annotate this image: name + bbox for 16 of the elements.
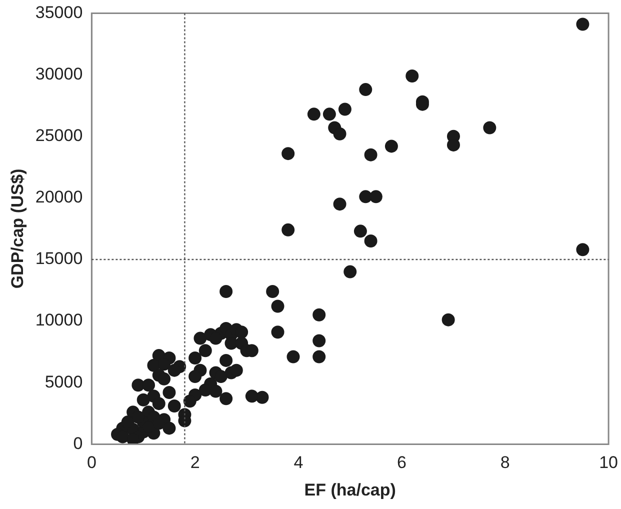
y-axis-title: GDP/cap (US$) (8, 168, 27, 289)
x-tick-label: 0 (86, 453, 96, 472)
y-tick-label: 30000 (35, 64, 83, 84)
y-tick-label: 25000 (35, 126, 83, 146)
x-tick-label: 2 (190, 453, 200, 472)
x-tick-label: 10 (599, 453, 618, 472)
x-axis-title: EF (ha/cap) (304, 480, 396, 500)
y-tick-label: 35000 (35, 2, 83, 22)
y-tick-label: 20000 (35, 188, 83, 207)
y-tick-label: 10000 (35, 310, 83, 330)
y-tick-label: 0 (73, 434, 83, 453)
y-tick-label: 5000 (44, 372, 83, 392)
y-tick-label: 15000 (35, 249, 83, 268)
x-tick-label: 8 (500, 453, 510, 472)
x-tick-label: 6 (397, 453, 407, 472)
x-tick-label: 4 (294, 453, 304, 472)
